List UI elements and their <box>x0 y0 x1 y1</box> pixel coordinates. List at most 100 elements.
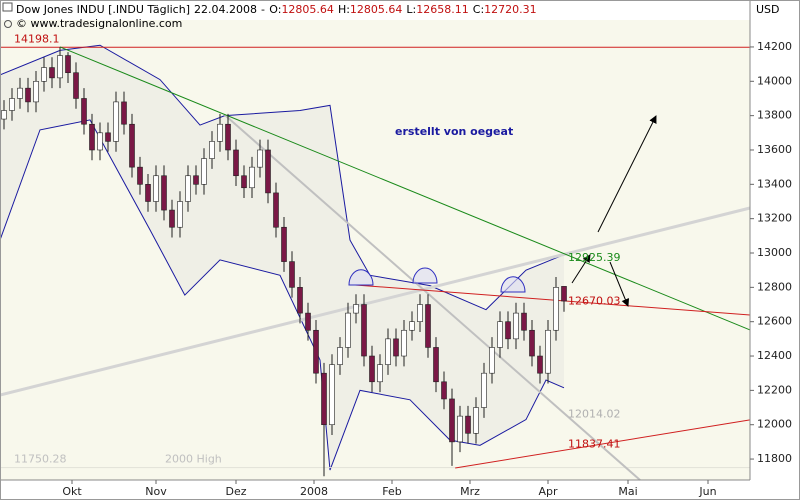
candle-body <box>225 123 231 151</box>
candle-body <box>505 321 511 340</box>
candle-body <box>345 312 351 348</box>
header-ohlc-label: O: <box>269 3 281 16</box>
candle-body <box>113 101 119 142</box>
candle-body <box>185 175 191 202</box>
candle-body <box>49 67 55 79</box>
plot <box>0 44 751 481</box>
candle-body <box>537 355 543 374</box>
y-tick-label: 12000 <box>757 418 792 431</box>
candle-body <box>385 338 391 365</box>
y-tick-label: 13800 <box>757 109 792 122</box>
candle-body <box>41 67 47 82</box>
candle-body <box>81 98 87 125</box>
candle-body <box>457 415 463 443</box>
y-tick-label: 13600 <box>757 143 792 156</box>
x-tick-label: Feb <box>382 485 401 498</box>
header-title: Dow Jones INDU [.INDU Täglich] <box>16 3 190 16</box>
candle-body <box>177 201 183 228</box>
candle-body <box>305 312 311 331</box>
candle-body <box>417 304 423 322</box>
header-ohlc-label: C: <box>473 3 484 16</box>
candle-body <box>57 55 63 79</box>
candle-body <box>393 338 399 357</box>
candle-body <box>353 304 359 314</box>
candle-body <box>433 347 439 383</box>
annotation-label: 12670.03 <box>568 295 621 308</box>
copyright: © www.tradesignalonline.com <box>16 17 182 30</box>
candle-body <box>89 123 95 151</box>
candle-body <box>553 287 559 331</box>
candle-body <box>97 132 103 151</box>
y-tick-label: 13200 <box>757 212 792 225</box>
y-tick-label: 14200 <box>757 40 792 53</box>
candle-body <box>233 149 239 177</box>
x-tick-label: Jun <box>698 485 716 498</box>
header-ohlc-value: 12805.64 <box>350 3 403 16</box>
header: Dow Jones INDU [.INDU Täglich] 22.04.2008… <box>16 3 537 16</box>
header-separator: - <box>261 3 265 16</box>
header-ohlc-label: L: <box>406 3 416 16</box>
y-tick-label: 13400 <box>757 177 792 190</box>
x-tick-label: Okt <box>62 485 82 498</box>
candle-body <box>489 347 495 374</box>
y-axis-unit: USD <box>756 3 780 16</box>
y-tick-label: 12800 <box>757 280 792 293</box>
y-tick-label: 12400 <box>757 349 792 362</box>
candle-body <box>257 149 263 168</box>
circle-marker <box>348 269 374 286</box>
candle-body <box>377 364 383 383</box>
header-ohlc-value: 12805.64 <box>281 3 334 16</box>
arrow <box>597 115 657 233</box>
y-tick-label: 12200 <box>757 383 792 396</box>
arrows <box>571 115 657 307</box>
candle-body <box>409 321 415 331</box>
trend-line <box>455 419 751 469</box>
candle-body <box>441 381 447 400</box>
annotation-label: 12014.02 <box>568 407 621 420</box>
candle-body <box>465 415 471 434</box>
annotation-label: 11837.41 <box>568 438 621 451</box>
candle-body <box>121 101 127 125</box>
candle-body <box>33 80 39 103</box>
annotation-label: 12925.39 <box>568 251 621 264</box>
trend-line <box>224 114 641 481</box>
candle-body <box>105 132 111 142</box>
header-ohlc-value: 12658.11 <box>416 3 469 16</box>
x-tick-label: Mrz <box>460 485 480 498</box>
candle-body <box>145 184 151 202</box>
header-date: 22.04.2008 <box>194 3 257 16</box>
candle-body <box>313 329 319 374</box>
candle-body <box>425 304 431 348</box>
x-tick-label: Dez <box>225 485 246 498</box>
trend-line <box>355 284 751 316</box>
y-tick-label: 12600 <box>757 315 792 328</box>
candle-body <box>249 166 255 189</box>
x-tick-label: Nov <box>145 485 167 498</box>
candle-body <box>289 261 295 288</box>
header-ohlc-value: 12720.31 <box>484 3 537 16</box>
candle-body <box>169 209 175 228</box>
candle-body <box>481 372 487 408</box>
candle-body <box>401 329 407 357</box>
circle-marker <box>412 267 438 284</box>
y-tick-label: 11800 <box>757 452 792 465</box>
x-tick-label: Mai <box>618 485 637 498</box>
x-tick-label: 2008 <box>300 485 328 498</box>
candle-body <box>329 364 335 426</box>
candle-body <box>25 87 31 103</box>
candle-body <box>529 329 535 357</box>
candle-body <box>513 312 519 340</box>
candle-body <box>241 175 247 189</box>
candle-body <box>561 286 567 302</box>
author-note: erstellt von oegeat <box>395 125 513 138</box>
circle-marker <box>500 276 526 293</box>
annotation-label: 11750.28 <box>14 453 67 466</box>
candle-body <box>193 175 199 185</box>
x-tick-label: Apr <box>538 485 558 498</box>
y-tick-label: 13000 <box>757 246 792 259</box>
annotation-label: 14198.1 <box>14 32 60 45</box>
chart-icon <box>2 2 13 12</box>
candle-body <box>73 72 79 99</box>
